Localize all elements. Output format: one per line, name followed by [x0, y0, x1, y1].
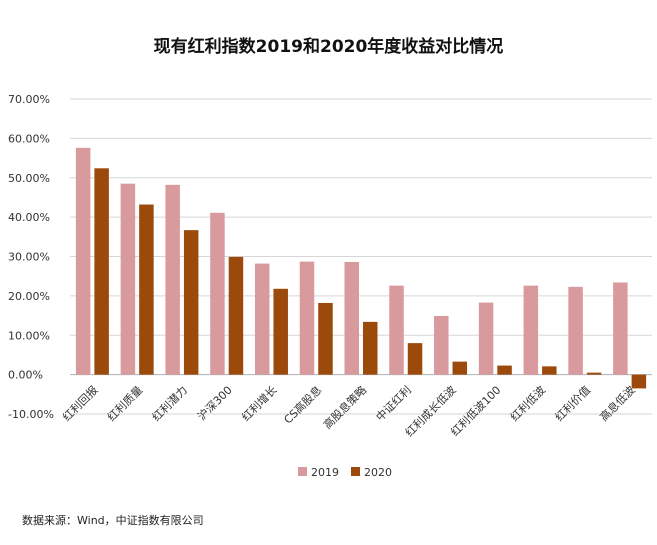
- bar-2019: [254, 263, 270, 375]
- legend-swatch-2019: [298, 467, 307, 476]
- category-label: 沪深300: [195, 383, 235, 423]
- bar-2019: [478, 302, 494, 375]
- bar-2019: [120, 183, 136, 375]
- bar-2019: [568, 286, 583, 375]
- category-label: 红利价值: [553, 384, 593, 424]
- y-tick-label: 0.00%: [8, 369, 43, 382]
- gridlines: [70, 98, 652, 415]
- source-note: 数据来源：Wind，中证指数有限公司: [22, 514, 204, 527]
- y-axis-ticks: -10.00% 0.00% 10.00% 20.00% 30.00% 40.00% 50.0…: [8, 93, 54, 421]
- y-tick-label: 40.00%: [8, 211, 50, 224]
- y-tick-label: 10.00%: [8, 329, 50, 342]
- bar-2019: [210, 212, 225, 375]
- chart-title: 现有红利指数2019和2020年度收益对比情况: [153, 37, 504, 57]
- category-label: 红利潜力: [149, 383, 190, 424]
- category-label: 高股息策略: [320, 383, 369, 432]
- legend: 2019 2020: [298, 466, 392, 479]
- bar-2019: [75, 147, 91, 375]
- bar-2020: [542, 366, 557, 375]
- bar-2019: [299, 261, 315, 375]
- legend-label-2019: 2019: [311, 466, 339, 479]
- bar-2020: [452, 361, 468, 375]
- category-label: 红利增长: [239, 383, 280, 424]
- category-label: CS高股息: [281, 383, 325, 427]
- bar-2019: [523, 285, 539, 375]
- bars: [75, 147, 647, 389]
- bar-2020: [94, 168, 109, 375]
- bar-2019: [389, 285, 404, 375]
- bar-2020: [586, 372, 602, 375]
- category-label: 中证红利: [374, 384, 414, 424]
- legend-swatch-2020: [351, 467, 360, 476]
- bar-2019: [434, 315, 449, 375]
- bar-2020: [273, 288, 288, 375]
- y-tick-label: 20.00%: [8, 290, 50, 303]
- category-label: 红利质量: [105, 384, 145, 424]
- category-label: 红利低波: [508, 384, 548, 424]
- y-tick-label: 70.00%: [8, 93, 50, 106]
- legend-label-2020: 2020: [364, 466, 392, 479]
- y-tick-label: -10.00%: [8, 408, 54, 421]
- bar-2019: [613, 282, 628, 375]
- bar-2020: [139, 204, 154, 375]
- bar-2020: [183, 230, 199, 375]
- bar-2020: [407, 343, 423, 375]
- category-label: 红利回报: [59, 383, 100, 424]
- y-tick-label: 50.00%: [8, 172, 50, 185]
- y-tick-label: 30.00%: [8, 251, 50, 264]
- bar-2019: [165, 184, 180, 375]
- bar-2020: [228, 256, 244, 375]
- bar-2020: [363, 321, 378, 375]
- bar-2020: [497, 365, 512, 375]
- y-tick-label: 60.00%: [8, 132, 50, 145]
- category-label: 高息低波: [597, 383, 638, 424]
- bar-2020: [631, 374, 647, 389]
- bar-2020: [318, 302, 333, 375]
- bar-2019: [344, 262, 359, 375]
